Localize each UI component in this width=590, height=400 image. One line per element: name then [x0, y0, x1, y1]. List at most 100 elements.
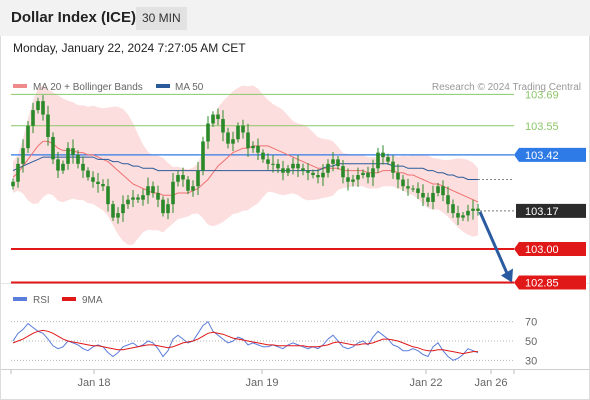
moving-averages	[12, 140, 514, 203]
candle-body	[186, 179, 190, 191]
candle-body	[381, 152, 385, 158]
candle-body	[316, 175, 320, 178]
candle-body	[431, 192, 435, 202]
candle-body	[386, 157, 390, 162]
candle-body	[411, 188, 415, 190]
ma20-legend-label: MA 20 + Bollinger Bands	[33, 82, 143, 93]
candle-body	[261, 152, 265, 160]
candle-body	[256, 145, 260, 153]
candle-body	[271, 163, 275, 165]
candle-body	[276, 163, 280, 169]
candle-body	[246, 132, 250, 149]
candle-body	[231, 139, 235, 144]
credit-text: Research © 2024 Trading Central	[432, 82, 581, 93]
candle-body	[96, 181, 100, 184]
candle-body	[421, 192, 425, 198]
rsi-line	[12, 320, 479, 361]
candle-body	[31, 110, 35, 126]
candle-body	[201, 141, 205, 171]
candle-body	[26, 125, 30, 149]
ma9-legend-swatch	[62, 297, 76, 301]
candle-body	[71, 148, 75, 155]
candle-body	[91, 177, 95, 182]
candle-body	[106, 186, 110, 205]
candle-body	[376, 152, 380, 169]
candle-body	[406, 186, 410, 189]
x-tick-label: Jan 26	[474, 377, 507, 389]
candle-body	[436, 186, 440, 193]
forecast	[478, 211, 513, 283]
candle-body	[166, 204, 170, 214]
candle-body	[171, 181, 175, 205]
candle-body	[331, 159, 335, 164]
candle-body	[81, 163, 85, 171]
candle-body	[441, 186, 445, 196]
rsi-legend: RSI 9MA	[13, 295, 103, 306]
candle-body	[101, 184, 105, 187]
rsi-tick-label: 50	[525, 336, 537, 348]
candle-body	[336, 159, 340, 167]
candle-body	[241, 125, 245, 133]
candle-body	[146, 186, 150, 196]
candle-body	[251, 145, 255, 149]
candle-body	[66, 148, 70, 164]
candle-body	[126, 199, 130, 205]
ma50-line	[12, 156, 478, 180]
level-label-tag	[514, 147, 586, 162]
candle-body	[346, 177, 350, 182]
candle-body	[16, 163, 20, 182]
candle-body	[141, 195, 145, 200]
level-label-tag	[514, 275, 586, 290]
candle-body	[111, 204, 115, 218]
level-label: 103.17	[525, 206, 559, 218]
candle-body	[156, 192, 160, 200]
candle-body	[76, 154, 80, 164]
candle-body	[451, 204, 455, 214]
candle-body	[61, 163, 65, 171]
candle-body	[456, 213, 460, 218]
candle-body	[121, 204, 125, 214]
timeframe-badge[interactable]: 30 MIN	[136, 7, 187, 30]
candle-body	[321, 172, 325, 178]
level-label: 103.00	[525, 244, 559, 256]
candle-body	[371, 168, 375, 178]
candle-body	[326, 163, 330, 173]
chart-datetime: Monday, January 22, 2024 7:27:05 AM CET	[13, 41, 246, 55]
candle-body	[36, 101, 40, 111]
candle-body	[11, 181, 15, 187]
candle-body	[301, 168, 305, 171]
level-labels: 103.69 103.55 103.42 103.17 103.00 102.85	[514, 89, 586, 290]
rsi-legend-swatch	[13, 297, 27, 301]
candle-body	[56, 159, 60, 171]
candle-body	[446, 195, 450, 205]
ma20-legend-swatch	[13, 84, 27, 88]
candle-body	[461, 215, 465, 218]
candle-body	[41, 101, 45, 115]
level-label-tag	[516, 203, 586, 218]
candle-body	[221, 119, 225, 133]
candle-body	[131, 197, 135, 200]
candle-body	[136, 197, 140, 200]
level-label: 102.85	[525, 278, 559, 290]
candle-body	[21, 148, 25, 164]
x-tick-label: Jan 19	[245, 377, 278, 389]
x-tick-label: Jan 18	[77, 377, 110, 389]
candles	[11, 95, 480, 225]
candle-body	[466, 210, 470, 216]
rsi-tick-label: 30	[525, 355, 537, 367]
ma50-legend-label: MA 50	[175, 82, 204, 93]
x-tick-label: Jan 22	[409, 377, 442, 389]
candle-body	[116, 213, 120, 218]
ma20-line	[12, 140, 479, 203]
level-lines	[11, 93, 514, 284]
candle-body	[211, 114, 215, 124]
candle-body	[281, 168, 285, 173]
ma9-legend-label: 9MA	[82, 295, 103, 306]
candle-body	[51, 136, 55, 160]
rsi-legend-label: RSI	[33, 295, 50, 306]
x-axis: Jan 18 Jan 19 Jan 22 Jan 26	[10, 370, 515, 389]
rsi-ma-line	[12, 329, 478, 355]
candle-body	[391, 161, 395, 173]
level-label: 103.55	[525, 121, 559, 133]
